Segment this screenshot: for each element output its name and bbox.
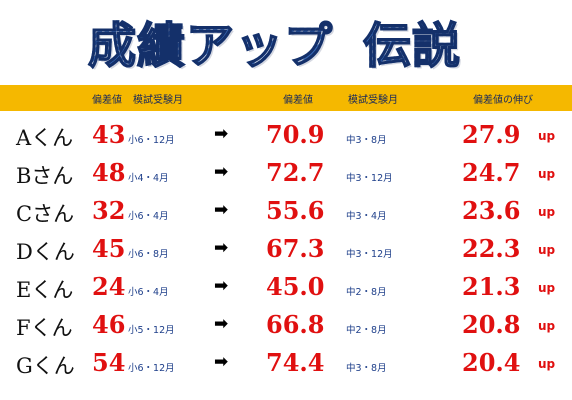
before-exam-month: 小6・4月: [128, 211, 169, 222]
list-item: Bさん 48 小4・4月 ➡ 72.7 中3・12月 24.7 up: [0, 158, 572, 200]
after-score: 70.9: [266, 120, 325, 149]
before-exam-month: 小4・4月: [128, 173, 169, 184]
score-gain: 24.7: [462, 158, 521, 187]
after-score: 55.6: [266, 196, 325, 225]
arrow-icon: ➡: [214, 276, 229, 296]
before-score: 32: [92, 196, 126, 225]
list-item: Eくん 24 小6・4月 ➡ 45.0 中2・8月 21.3 up: [0, 272, 572, 314]
header-after-score: 偏差値: [283, 95, 313, 106]
before-exam-month: 小5・12月: [128, 325, 175, 336]
before-score: 46: [92, 310, 126, 339]
student-name: Cさん: [16, 202, 75, 226]
student-name: Gくん: [16, 354, 75, 378]
up-label: up: [538, 281, 556, 295]
list-item: Cさん 32 小6・4月 ➡ 55.6 中3・4月 23.6 up: [0, 196, 572, 238]
up-label: up: [538, 167, 556, 181]
title-sub: 伝説: [362, 6, 461, 76]
student-name: Eくん: [16, 278, 74, 302]
list-item: Gくん 54 小6・12月 ➡ 74.4 中3・8月 20.4 up: [0, 348, 572, 390]
up-label: up: [538, 243, 556, 257]
before-exam-month: 小6・8月: [128, 249, 169, 260]
header-before-exam: 模試受験月: [133, 95, 183, 106]
arrow-icon: ➡: [214, 200, 229, 220]
before-exam-month: 小6・4月: [128, 287, 169, 298]
score-gain: 27.9: [462, 120, 521, 149]
arrow-icon: ➡: [214, 314, 229, 334]
before-score: 45: [92, 234, 126, 263]
list-item: Aくん 43 小6・12月 ➡ 70.9 中3・8月 27.9 up: [0, 120, 572, 162]
after-score: 45.0: [266, 272, 325, 301]
after-exam-month: 中2・8月: [346, 287, 387, 298]
header-gain: 偏差値の伸び: [473, 95, 533, 106]
score-gain: 21.3: [462, 272, 521, 301]
after-exam-month: 中3・12月: [346, 173, 393, 184]
list-item: Dくん 45 小6・8月 ➡ 67.3 中3・12月 22.3 up: [0, 234, 572, 276]
arrow-icon: ➡: [214, 352, 229, 372]
up-label: up: [538, 205, 556, 219]
before-score: 54: [92, 348, 126, 377]
arrow-icon: ➡: [214, 162, 229, 182]
after-score: 67.3: [266, 234, 325, 263]
header-after-exam: 模試受験月: [348, 95, 398, 106]
score-gain: 22.3: [462, 234, 521, 263]
before-score: 24: [92, 272, 126, 301]
after-score: 72.7: [266, 158, 325, 187]
after-score: 66.8: [266, 310, 325, 339]
arrow-icon: ➡: [214, 238, 229, 258]
up-label: up: [538, 319, 556, 333]
before-exam-month: 小6・12月: [128, 135, 175, 146]
student-name: Aくん: [16, 126, 74, 150]
list-item: Fくん 46 小5・12月 ➡ 66.8 中2・8月 20.8 up: [0, 310, 572, 352]
after-exam-month: 中2・8月: [346, 325, 387, 336]
after-exam-month: 中3・8月: [346, 135, 387, 146]
title-main: 成績アップ: [87, 6, 333, 76]
before-score: 43: [92, 120, 126, 149]
student-name: Bさん: [16, 164, 74, 188]
before-score: 48: [92, 158, 126, 187]
after-score: 74.4: [266, 348, 325, 377]
page-title: 成績アップ 伝説: [87, 6, 461, 76]
after-exam-month: 中3・12月: [346, 249, 393, 260]
header-before-score: 偏差値: [92, 95, 122, 106]
column-header-bar: [0, 85, 572, 111]
arrow-icon: ➡: [214, 124, 229, 144]
before-exam-month: 小6・12月: [128, 363, 175, 374]
up-label: up: [538, 357, 556, 371]
after-exam-month: 中3・4月: [346, 211, 387, 222]
up-label: up: [538, 129, 556, 143]
student-name: Dくん: [16, 240, 75, 264]
score-gain: 20.8: [462, 310, 521, 339]
score-gain: 20.4: [462, 348, 521, 377]
student-name: Fくん: [16, 316, 73, 340]
score-gain: 23.6: [462, 196, 521, 225]
after-exam-month: 中3・8月: [346, 363, 387, 374]
